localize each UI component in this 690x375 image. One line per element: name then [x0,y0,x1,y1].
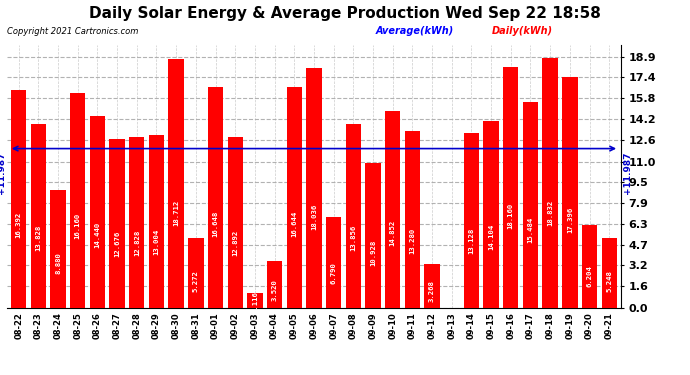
Bar [286,87,302,308]
Text: 13.856: 13.856 [351,225,356,251]
Text: 10.928: 10.928 [370,239,376,266]
Text: 16.644: 16.644 [291,210,297,237]
Bar [602,238,617,308]
Text: +11.987: +11.987 [0,151,6,194]
Bar [129,137,144,308]
Bar [542,58,558,308]
Text: 3.268: 3.268 [429,280,435,302]
Text: +11.987: +11.987 [623,151,632,194]
Text: 16.392: 16.392 [16,212,21,238]
Bar [228,136,243,308]
Text: 16.160: 16.160 [75,213,81,239]
Bar [523,102,538,308]
Text: 5.272: 5.272 [193,270,199,292]
Text: 14.440: 14.440 [95,222,101,248]
Text: Copyright 2021 Cartronics.com: Copyright 2021 Cartronics.com [7,27,138,36]
Text: 12.828: 12.828 [134,230,140,256]
Text: 14.104: 14.104 [488,224,494,250]
Bar [188,238,204,308]
Bar [31,124,46,308]
Text: Average(kWh): Average(kWh) [375,26,453,36]
Text: 13.128: 13.128 [469,228,475,255]
Text: 18.832: 18.832 [547,200,553,226]
Bar [365,163,381,308]
Bar [484,120,499,308]
Text: 5.248: 5.248 [607,270,612,292]
Bar [168,59,184,308]
Bar [267,261,282,308]
Bar [385,111,400,308]
Bar [464,134,479,308]
Bar [90,116,105,308]
Text: 8.880: 8.880 [55,252,61,274]
Text: 16.648: 16.648 [213,210,219,237]
Text: 18.036: 18.036 [311,204,317,230]
Text: 13.828: 13.828 [35,225,41,251]
Text: 18.712: 18.712 [173,200,179,226]
Bar [11,90,26,308]
Bar [50,190,66,308]
Text: 6.790: 6.790 [331,262,337,284]
Text: 3.520: 3.520 [272,279,277,301]
Bar [70,93,86,308]
Text: 12.892: 12.892 [233,230,238,256]
Text: 1.116: 1.116 [252,291,258,313]
Bar [306,68,322,308]
Bar [503,67,518,308]
Bar [424,264,440,308]
Text: 17.396: 17.396 [566,207,573,233]
Text: Daily(kWh): Daily(kWh) [492,26,553,36]
Text: 13.280: 13.280 [409,228,415,254]
Text: Daily Solar Energy & Average Production Wed Sep 22 18:58: Daily Solar Energy & Average Production … [89,6,601,21]
Bar [405,132,420,308]
Text: 15.484: 15.484 [527,216,533,243]
Bar [562,77,578,308]
Text: 12.676: 12.676 [114,231,120,257]
Text: 18.160: 18.160 [508,203,514,229]
Bar [110,140,125,308]
Bar [247,293,263,308]
Text: 14.852: 14.852 [390,219,395,246]
Bar [208,87,223,308]
Bar [346,124,361,308]
Bar [582,225,597,308]
Text: 13.004: 13.004 [153,229,159,255]
Text: 6.204: 6.204 [586,265,593,287]
Bar [326,217,342,308]
Bar [149,135,164,308]
